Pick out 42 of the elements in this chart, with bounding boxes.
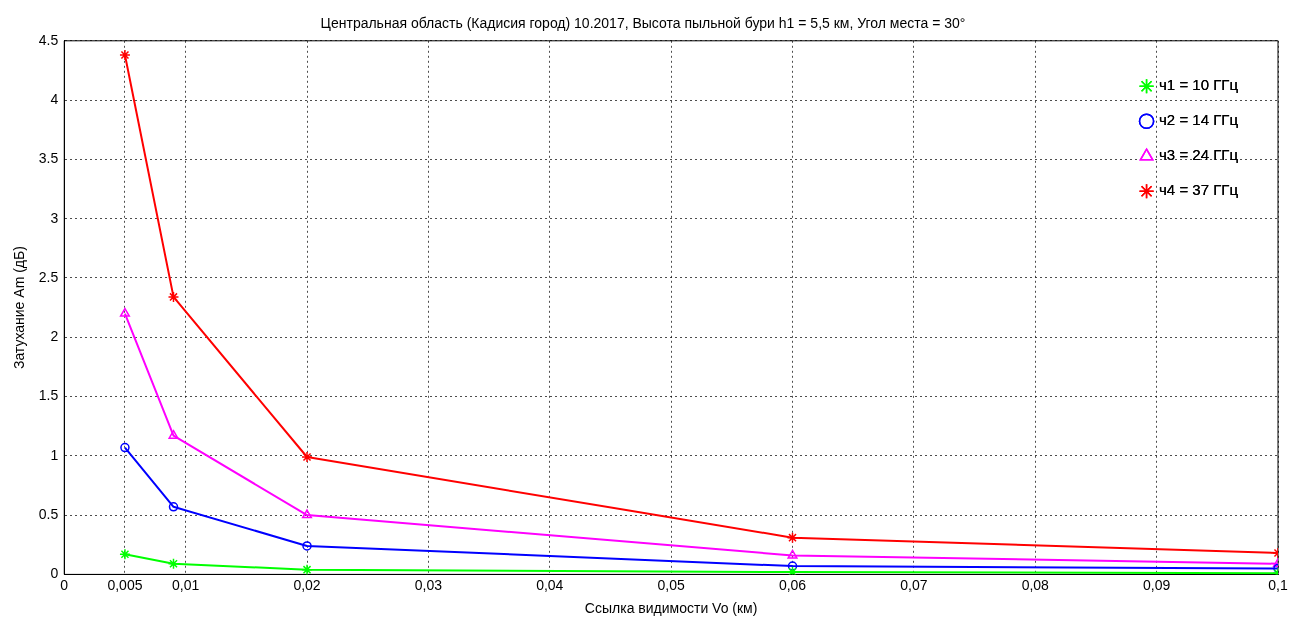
point [301, 509, 313, 519]
x-tick-label: 0,01 [172, 576, 200, 593]
point [120, 442, 130, 453]
x-tick-label: 0,005 [107, 576, 143, 593]
y-tick-label: 3.5 [38, 150, 59, 167]
point [787, 549, 798, 559]
y-tick-label: 4.5 [38, 31, 59, 48]
x-tick-label: 0,09 [1143, 576, 1171, 593]
point [786, 531, 799, 544]
x-tick-label: 0,04 [536, 576, 564, 593]
point [301, 563, 313, 575]
y-tick-label: 2 [50, 328, 59, 345]
legend-label: ч2 = 14 ГГц [1159, 111, 1239, 129]
y-tick-label: 4 [50, 90, 59, 107]
point [119, 49, 131, 61]
x-axis-title: Ссылка видимости Vo (км) [584, 600, 758, 617]
point [787, 561, 798, 571]
point [168, 429, 179, 439]
point [301, 451, 313, 463]
y-tick-label: 3 [50, 209, 59, 226]
legend-label: ч4 = 37 ГГц [1159, 181, 1239, 199]
y-tick-label: 0.5 [38, 505, 59, 522]
y-axis-title: Затухание Am (дБ) [11, 246, 28, 370]
x-tick-label: 0,08 [1021, 576, 1050, 593]
y-tick-label: 0 [50, 565, 59, 582]
x-tick-label: 0,1 [1268, 576, 1288, 593]
x-tick-label: 0,02 [293, 576, 321, 593]
point [119, 307, 131, 317]
legend-label: ч1 = 10 ГГц [1159, 76, 1239, 94]
y-tick-label: 1.5 [38, 387, 59, 404]
point [302, 541, 312, 551]
y-tick-label: 2.5 [38, 268, 59, 285]
point [119, 548, 131, 560]
x-tick-label: 0,05 [657, 576, 685, 593]
y-tick-label: 1 [50, 446, 59, 463]
chart-title: Центральная область (Кадисия город) 10.2017, Высота пыльной бури h1 = 5,5 км, Угол места = 30° [320, 15, 966, 32]
point [168, 502, 179, 512]
legend-label: ч3 = 24 ГГц [1159, 146, 1239, 164]
x-tick-label: 0,06 [778, 576, 807, 593]
point [167, 291, 180, 303]
x-tick-label: 0,07 [900, 576, 928, 593]
x-tick-label: 0,03 [414, 576, 443, 593]
